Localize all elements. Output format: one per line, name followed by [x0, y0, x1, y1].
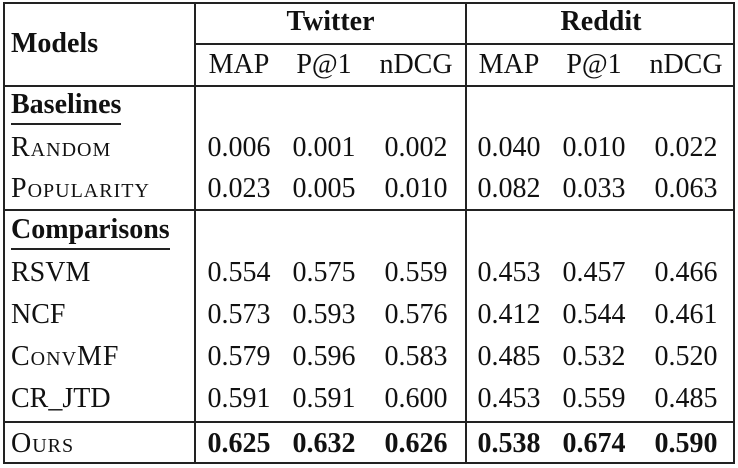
reddit-p1-header: P@1 — [566, 49, 622, 80]
value-cell: 0.596 — [292, 341, 356, 372]
value-cell: 0.559 — [384, 257, 448, 288]
value-cell: 0.520 — [654, 341, 718, 372]
value-cell: 0.591 — [292, 383, 356, 414]
value-cell: 0.485 — [477, 341, 541, 372]
value-cell: 0.573 — [207, 299, 271, 330]
reddit-ndcg-header: nDCG — [649, 49, 723, 80]
value-cell: 0.600 — [384, 383, 448, 414]
section-title-baselines: Baselines — [11, 88, 122, 125]
value-cell: 0.579 — [207, 341, 271, 372]
best-value-cell: 0.674 — [562, 428, 626, 459]
twitter-p1-header: P@1 — [296, 49, 352, 80]
divider-baselines — [3, 209, 735, 211]
models-header: Models — [11, 28, 99, 59]
value-cell: 0.063 — [654, 173, 718, 204]
value-cell: 0.466 — [654, 257, 718, 288]
value-cell: 0.575 — [292, 257, 356, 288]
value-cell: 0.006 — [207, 132, 271, 163]
value-cell: 0.040 — [477, 132, 541, 163]
model-name: RSVM — [11, 257, 91, 288]
value-cell: 0.461 — [654, 299, 718, 330]
value-cell: 0.457 — [562, 257, 626, 288]
twitter-map-header: MAP — [208, 49, 270, 80]
model-name: ConvMF — [11, 341, 120, 372]
value-cell: 0.023 — [207, 173, 271, 204]
reddit-header: Reddit — [560, 6, 642, 37]
divider-comparisons — [3, 421, 735, 423]
twitter-ndcg-header: nDCG — [379, 49, 453, 80]
value-cell: 0.485 — [654, 383, 718, 414]
value-cell: 0.591 — [207, 383, 271, 414]
value-cell: 0.010 — [384, 173, 448, 204]
model-name-ours: Ours — [11, 428, 75, 459]
value-cell: 0.412 — [477, 299, 541, 330]
value-cell: 0.453 — [477, 383, 541, 414]
value-cell: 0.005 — [292, 173, 356, 204]
model-name: NCF — [11, 299, 66, 330]
best-value-cell: 0.590 — [654, 428, 718, 459]
value-cell: 0.593 — [292, 299, 356, 330]
value-cell: 0.010 — [562, 132, 626, 163]
section-title-comparisons: Comparisons — [11, 213, 170, 250]
reddit-map-header: MAP — [478, 49, 540, 80]
model-name: Random — [11, 132, 112, 163]
value-cell: 0.544 — [562, 299, 626, 330]
value-cell: 0.559 — [562, 383, 626, 414]
model-name: CR_JTD — [11, 383, 111, 414]
value-cell: 0.001 — [292, 132, 356, 163]
divider-twitter-reddit — [465, 2, 467, 464]
value-cell: 0.532 — [562, 341, 626, 372]
best-value-cell: 0.626 — [384, 428, 448, 459]
value-cell: 0.082 — [477, 173, 541, 204]
value-cell: 0.022 — [654, 132, 718, 163]
divider-subheader — [194, 43, 735, 45]
twitter-header: Twitter — [286, 6, 375, 37]
value-cell: 0.576 — [384, 299, 448, 330]
best-value-cell: 0.538 — [477, 428, 541, 459]
value-cell: 0.554 — [207, 257, 271, 288]
divider-header — [3, 85, 735, 87]
model-name: Popularity — [11, 173, 150, 204]
value-cell: 0.033 — [562, 173, 626, 204]
divider-models-twitter — [194, 2, 196, 464]
value-cell: 0.453 — [477, 257, 541, 288]
best-value-cell: 0.625 — [207, 428, 271, 459]
best-value-cell: 0.632 — [292, 428, 356, 459]
value-cell: 0.583 — [384, 341, 448, 372]
results-table — [3, 2, 735, 464]
value-cell: 0.002 — [384, 132, 448, 163]
